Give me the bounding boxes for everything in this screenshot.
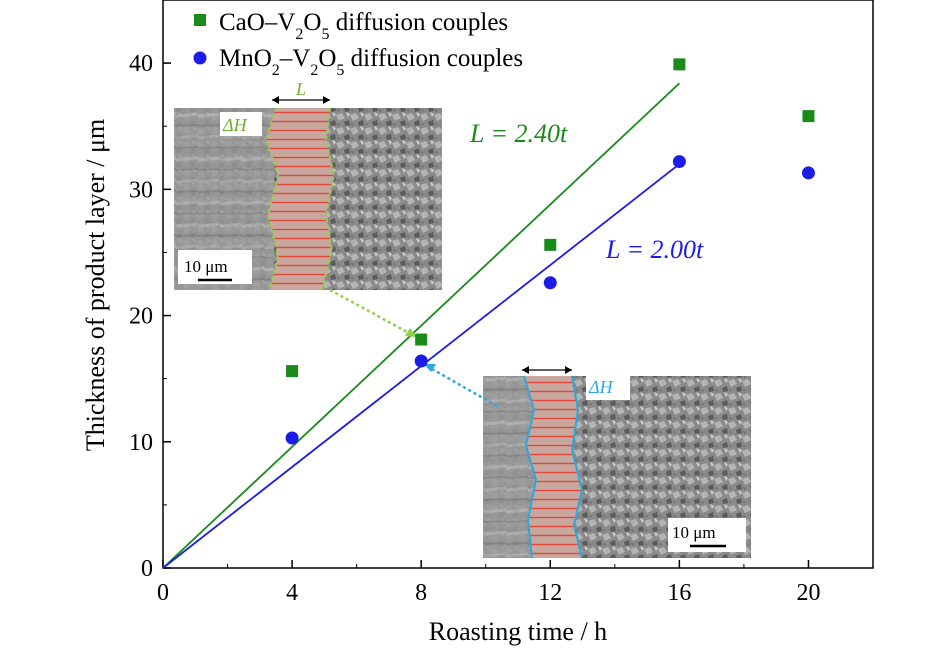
y-tick-label: 20	[129, 304, 153, 330]
data-points	[285, 58, 815, 445]
data-point-cao	[415, 333, 428, 346]
x-tick-label: 12	[538, 580, 562, 606]
legend-label-cao: CaO–V2O5 diffusion couples	[219, 9, 508, 43]
y-tick-label: 30	[129, 177, 153, 203]
y-axis-label: Thickness of product layer / μm	[81, 119, 110, 451]
layer-boundary-left	[523, 375, 538, 559]
pointer-arrow-cao	[329, 288, 410, 335]
fit-equation-cao: L = 2.40t	[469, 119, 568, 148]
y-tick-label: 0	[141, 556, 153, 582]
data-point-cao	[544, 238, 557, 251]
x-tick-label: 20	[796, 580, 820, 606]
width-mark: L	[295, 79, 306, 99]
data-point-mno2	[285, 431, 299, 445]
scale-bar-label: 10 μm	[672, 523, 716, 542]
data-point-mno2	[672, 155, 686, 169]
y-tick-label: 40	[129, 51, 153, 77]
product-layer-region	[524, 376, 582, 558]
scale-bar-label: 10 μm	[184, 257, 228, 276]
x-tick-label: 16	[667, 580, 691, 606]
series-cao	[286, 58, 815, 378]
x-axis-label: Roasting time / h	[429, 617, 607, 646]
x-tick-label: 0	[157, 580, 169, 606]
layer-boundary-right	[570, 375, 584, 559]
legend-marker-mno2	[193, 51, 207, 65]
inset-micrograph-mno2: 10 μm ΔH	[483, 366, 751, 559]
pointer-arrow-mno2	[431, 367, 498, 408]
delta-h-mark: ΔH	[222, 115, 248, 135]
data-point-mno2	[414, 354, 428, 368]
series-mno2	[285, 155, 815, 445]
axis-ticks: 0 4 8 12 16 20 0 10 20 30 40	[129, 51, 820, 606]
legend-marker-cao	[194, 14, 206, 26]
data-point-mno2	[543, 276, 557, 290]
data-point-mno2	[801, 166, 815, 180]
data-point-cao	[802, 110, 815, 123]
x-tick-label: 4	[286, 580, 298, 606]
delta-h-mark: ΔH	[588, 377, 614, 397]
y-tick-label: 10	[129, 430, 153, 456]
fit-equation-mno2: L = 2.00t	[605, 235, 704, 264]
data-point-cao	[673, 58, 686, 71]
product-layer-region	[266, 108, 334, 290]
legend: CaO–V2O5 diffusion couples MnO2–V2O5 dif…	[193, 9, 523, 79]
fit-line-cao	[162, 82, 680, 569]
inset-micrograph-cao: 10 μm ΔH L	[174, 79, 442, 291]
x-tick-label: 8	[415, 580, 427, 606]
legend-label-mno2: MnO2–V2O5 diffusion couples	[219, 45, 523, 79]
data-point-cao	[286, 365, 299, 378]
plot-frame	[162, 0, 874, 569]
layer-boundary-left	[264, 107, 280, 291]
inset-pointers	[329, 288, 498, 408]
